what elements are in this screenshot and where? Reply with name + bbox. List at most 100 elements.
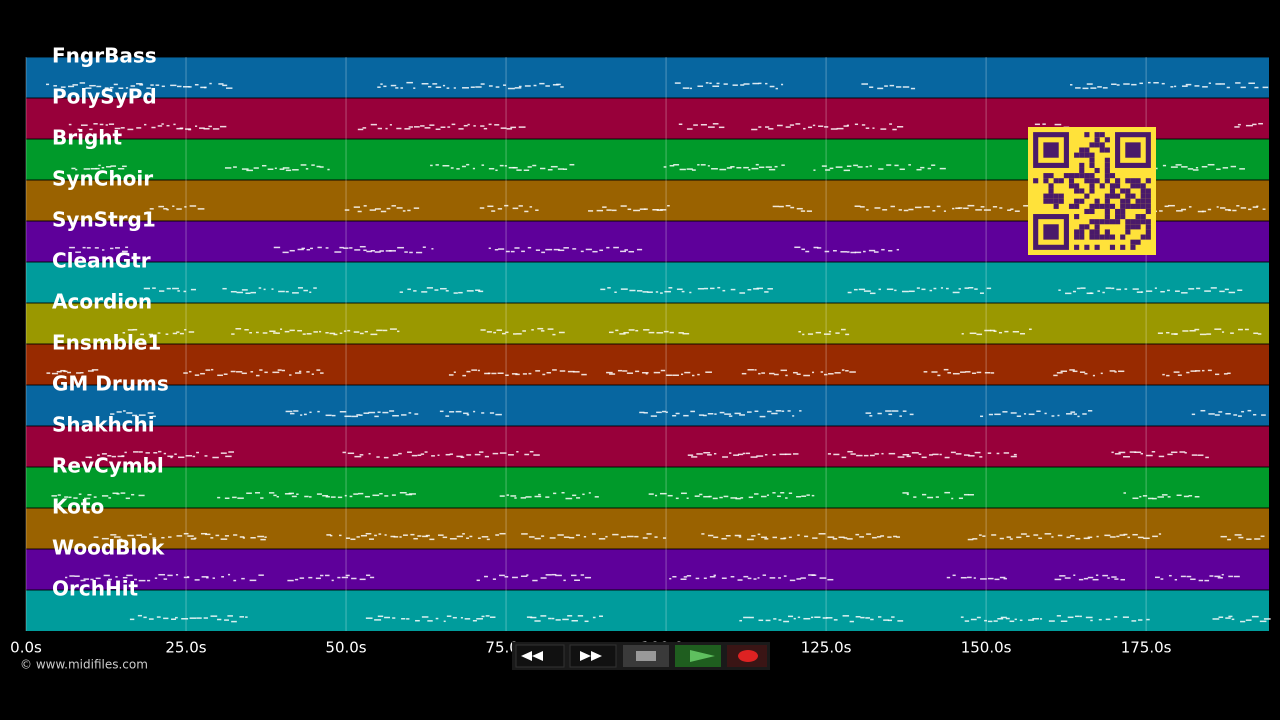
note [467,123,470,126]
note [1097,290,1100,292]
note [472,619,477,622]
play-button[interactable] [675,645,721,667]
note [1124,288,1128,290]
note [967,204,975,207]
note [510,126,517,129]
qr-module [1130,219,1136,225]
note [407,209,411,212]
note [520,575,528,578]
note [341,576,349,579]
note [200,372,205,375]
note [714,413,717,415]
note [788,536,792,539]
note [157,332,161,334]
note [184,206,187,208]
note [325,574,330,577]
note [390,535,396,538]
note [129,618,135,621]
note [329,332,336,335]
note [772,536,778,539]
note [155,84,160,86]
note [662,537,667,539]
note [505,374,509,377]
note [572,371,580,373]
note [749,616,754,619]
note [51,372,59,375]
note [1059,575,1066,577]
note [1188,495,1193,497]
note [1237,415,1242,417]
record-button[interactable] [727,645,767,667]
note [125,87,129,89]
note [679,168,686,171]
note [264,536,267,538]
qr-module [1140,219,1146,225]
note [194,579,200,581]
note [349,495,353,498]
note [1109,536,1116,538]
note [231,620,237,623]
note [861,124,866,126]
note [743,616,750,619]
note [676,288,683,291]
forward-button[interactable] [569,644,617,668]
note [514,247,520,249]
note [382,329,388,332]
note [53,85,58,87]
note [682,332,690,335]
note [91,369,99,371]
qr-module [1094,244,1100,250]
note [971,372,977,375]
note [463,412,469,415]
note [389,410,395,412]
note [80,124,88,126]
note [532,164,537,167]
note [691,169,696,171]
note [97,454,100,456]
note [754,369,757,371]
track-row [26,508,1269,549]
note [1119,534,1126,536]
note [343,247,349,249]
note [979,292,984,294]
qr-finder [1125,142,1141,158]
note [420,453,425,455]
note [449,453,453,455]
note [120,492,126,494]
note [221,576,224,578]
note [305,168,309,170]
note [484,455,489,458]
note [1221,573,1224,576]
stop-button[interactable] [623,645,669,667]
note [455,410,462,413]
note [918,453,922,455]
note [516,169,522,171]
rewind-button[interactable] [515,644,565,668]
note [357,128,364,131]
qr-module [1053,198,1059,204]
note [818,125,824,127]
note [492,452,499,455]
track-name: CleanGtr [52,249,151,273]
note [183,372,188,374]
note [101,453,107,455]
note [68,85,75,88]
note [317,246,322,249]
note [984,329,992,332]
note [292,169,299,171]
note [548,617,552,620]
note [1180,575,1186,578]
note [407,451,412,453]
note [643,329,650,331]
note [840,251,847,253]
note [359,414,363,416]
note [179,127,184,129]
note [832,249,837,252]
note [500,127,507,129]
qr-module [1145,208,1151,215]
note [1198,579,1204,582]
note [975,209,982,211]
note [801,495,807,497]
note [946,287,949,290]
note [849,620,854,623]
